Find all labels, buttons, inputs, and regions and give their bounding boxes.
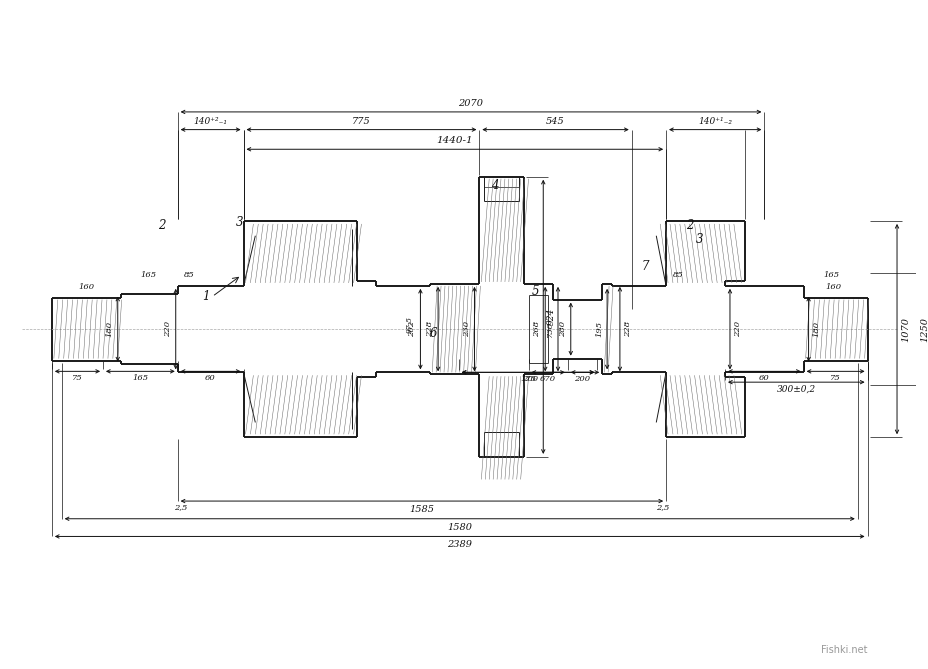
Text: 2389: 2389 xyxy=(446,541,471,549)
Text: 2,5: 2,5 xyxy=(656,503,669,511)
Text: 60: 60 xyxy=(758,374,769,382)
Text: 1: 1 xyxy=(202,290,210,302)
Text: 1585: 1585 xyxy=(409,505,434,514)
Text: 228: 228 xyxy=(624,321,631,337)
Text: 140⁺¹₋₂: 140⁺¹₋₂ xyxy=(698,116,731,126)
Text: 140⁺²₋₁: 140⁺²₋₁ xyxy=(193,116,227,126)
Text: 160: 160 xyxy=(78,283,95,291)
Text: 2070: 2070 xyxy=(458,99,483,108)
Text: 200: 200 xyxy=(522,375,538,383)
Text: 180: 180 xyxy=(106,321,114,337)
Text: 230: 230 xyxy=(462,321,470,337)
Text: 75: 75 xyxy=(72,374,83,382)
Text: 5: 5 xyxy=(531,285,538,298)
Text: 165: 165 xyxy=(140,271,156,279)
Text: 160: 160 xyxy=(824,283,841,291)
Text: 202: 202 xyxy=(408,321,416,337)
Text: 1250: 1250 xyxy=(920,316,928,342)
Text: 924: 924 xyxy=(547,308,556,325)
Text: 97,5: 97,5 xyxy=(405,316,412,333)
Text: 670: 670 xyxy=(539,375,556,383)
Text: 2,5: 2,5 xyxy=(174,503,187,511)
Text: 7: 7 xyxy=(641,260,649,273)
Text: 165: 165 xyxy=(822,271,838,279)
Text: 6: 6 xyxy=(429,327,436,340)
Text: 1580: 1580 xyxy=(446,522,471,532)
Text: 2: 2 xyxy=(685,219,692,232)
Text: 85: 85 xyxy=(672,271,682,279)
Text: 75: 75 xyxy=(830,374,840,382)
Text: 2: 2 xyxy=(158,219,165,232)
Text: 545: 545 xyxy=(546,116,564,126)
Text: 165: 165 xyxy=(132,374,148,382)
Text: 3: 3 xyxy=(695,233,702,246)
Text: 180: 180 xyxy=(812,321,819,337)
Text: 85: 85 xyxy=(184,271,195,279)
Text: 775: 775 xyxy=(352,116,370,126)
Text: 300±0,2: 300±0,2 xyxy=(776,385,815,394)
Text: 220: 220 xyxy=(163,321,172,337)
Text: 220: 220 xyxy=(733,321,741,337)
Text: 3: 3 xyxy=(236,216,243,229)
Text: 280: 280 xyxy=(559,321,566,337)
Text: Fishki.net: Fishki.net xyxy=(820,646,867,656)
Text: 730: 730 xyxy=(546,321,553,337)
Text: 200: 200 xyxy=(574,375,590,383)
Text: 4: 4 xyxy=(491,179,498,191)
Text: 195: 195 xyxy=(595,321,602,337)
Text: 1440-1: 1440-1 xyxy=(436,136,472,145)
Text: 228: 228 xyxy=(426,321,433,337)
Text: 268: 268 xyxy=(533,321,541,337)
Text: 1070: 1070 xyxy=(900,316,909,342)
Text: 60: 60 xyxy=(205,374,215,382)
Text: 175: 175 xyxy=(520,375,535,383)
